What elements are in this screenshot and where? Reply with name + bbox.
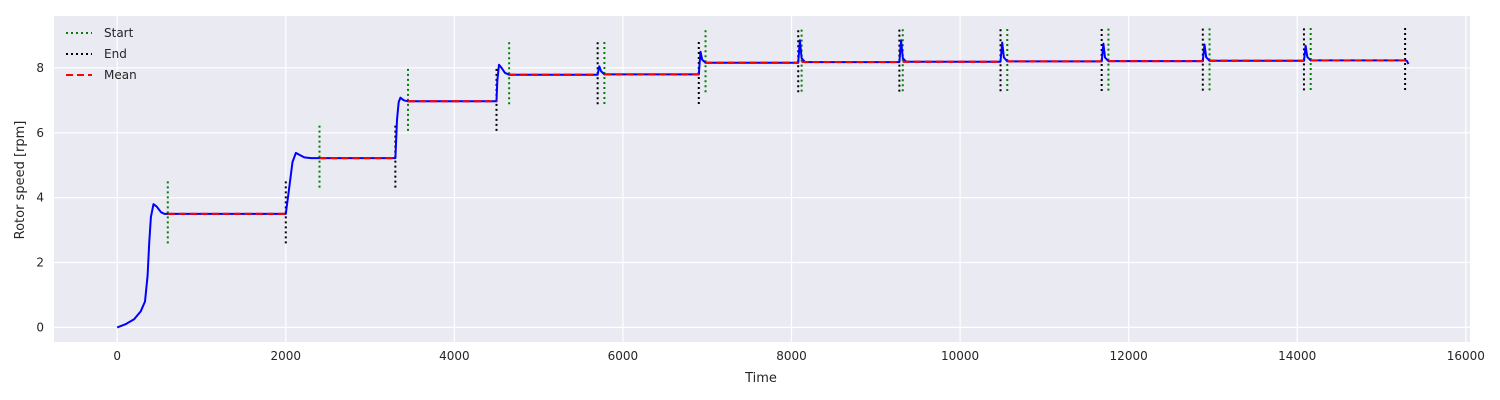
step-markers	[166, 28, 1407, 247]
y-tick-label: 8	[36, 61, 44, 75]
x-tick-label: 0	[113, 349, 121, 363]
y-tick-label: 2	[36, 256, 44, 270]
x-tick-label: 10000	[941, 349, 979, 363]
x-tick-label: 12000	[1110, 349, 1148, 363]
plot-background	[54, 16, 1470, 342]
y-tick-label: 4	[36, 191, 44, 205]
y-tick-label: 0	[36, 320, 44, 334]
x-axis-label: Time	[744, 371, 777, 386]
y-axis-label: Rotor speed [rpm]	[13, 121, 28, 240]
legend-label-start: Start	[104, 26, 134, 40]
x-tick-label: 16000	[1447, 349, 1485, 363]
legend: Start End Mean	[66, 26, 137, 82]
legend-label-mean: Mean	[104, 68, 137, 82]
x-tick-label: 14000	[1278, 349, 1316, 363]
y-tick-labels: 0 2 4 6 8	[36, 61, 44, 335]
x-tick-label: 4000	[439, 349, 470, 363]
x-tick-label: 6000	[608, 349, 639, 363]
x-tick-label: 2000	[271, 349, 302, 363]
x-tick-label: 8000	[776, 349, 807, 363]
y-tick-label: 6	[36, 126, 44, 140]
legend-label-end: End	[104, 47, 127, 61]
grid	[54, 16, 1470, 342]
rotor-speed-line	[116, 39, 1410, 329]
rotor-speed-series	[116, 39, 1410, 329]
x-tick-labels: 0 2000 4000 6000 8000 10000 12000 14000 16000	[113, 349, 1484, 363]
